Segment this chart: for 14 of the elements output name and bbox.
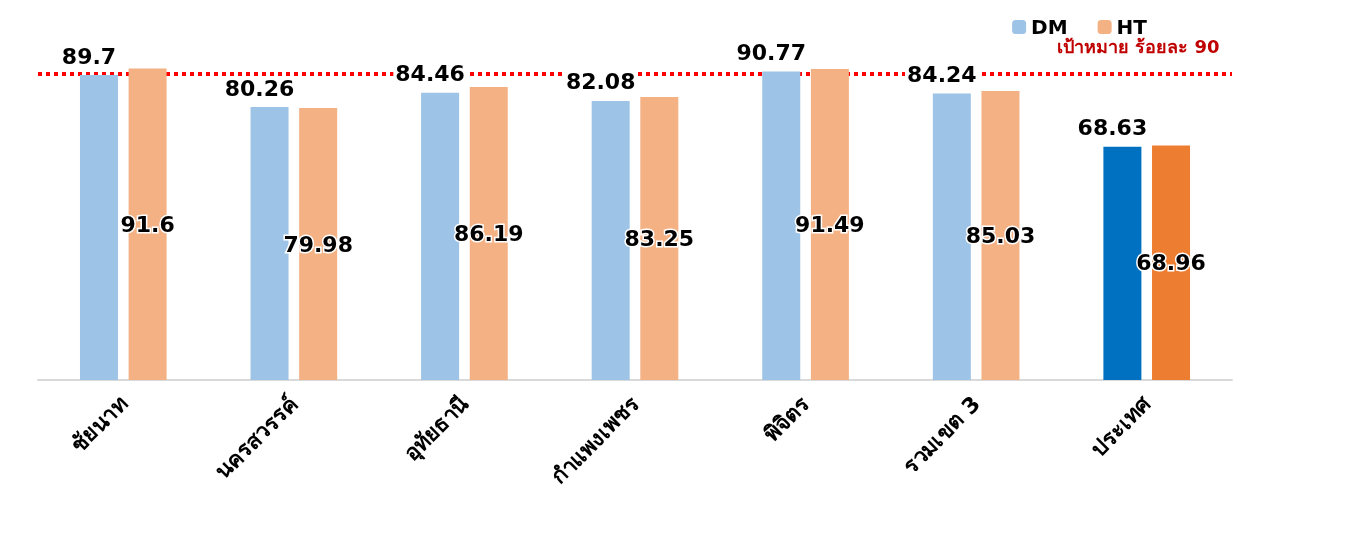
data-label: 82.08 bbox=[565, 69, 636, 95]
data-label: 91.49 bbox=[795, 211, 865, 237]
data-label: 83.25 bbox=[624, 225, 695, 251]
data-label: 86.19 bbox=[453, 220, 524, 246]
data-label: 79.98 bbox=[283, 231, 353, 257]
data-label: 84.24 bbox=[907, 62, 977, 88]
data-label: 91.6 bbox=[120, 211, 175, 237]
data-label: 85.03 bbox=[965, 222, 1036, 248]
data-label: 89.7 bbox=[61, 43, 117, 69]
data-label: 68.63 bbox=[1077, 115, 1148, 141]
data-label: 90.77 bbox=[736, 39, 807, 65]
bar bbox=[79, 75, 118, 380]
data-label: 80.26 bbox=[224, 75, 295, 101]
data-label: 84.46 bbox=[395, 61, 465, 87]
